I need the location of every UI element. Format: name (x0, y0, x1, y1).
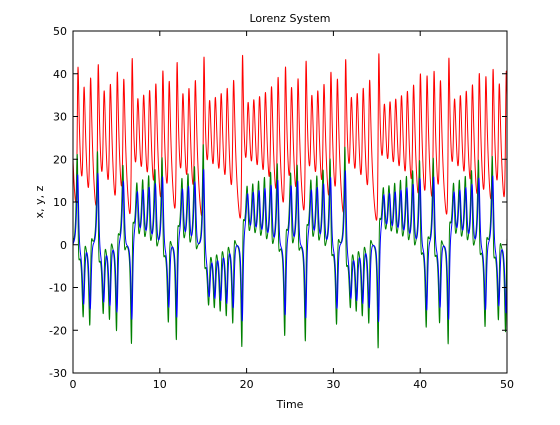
y-axis-label: x, y, z (33, 185, 46, 218)
plot-frame (72, 30, 508, 374)
y-tick-label: -30 (49, 367, 67, 380)
series-line-x (72, 169, 508, 323)
x-tick-label: 20 (240, 378, 254, 391)
series-line-z (72, 53, 508, 221)
y-tick-label: 30 (53, 111, 67, 124)
y-tick-label: 10 (53, 196, 67, 209)
y-tick-label: 0 (60, 239, 67, 252)
y-tick-label: 20 (53, 153, 67, 166)
y-tick-label: -10 (49, 282, 67, 295)
y-tick-label: 50 (53, 25, 67, 38)
x-tick-label: 10 (153, 378, 167, 391)
series-line-y (72, 144, 508, 349)
tick-layer: 0 10 20 30 40 50 -30 -20 -10 0 10 20 30 40 50 (49, 25, 514, 391)
x-tick-label: 0 (70, 378, 77, 391)
y-tick-label: 40 (53, 68, 67, 81)
x-tick-label: 50 (500, 378, 514, 391)
x-tick-label: 30 (326, 378, 340, 391)
x-axis-label: Time (276, 398, 304, 411)
y-tick-label: -20 (49, 324, 67, 337)
x-tick-label: 40 (413, 378, 427, 391)
series-layer (72, 53, 508, 349)
chart-title: Lorenz System (250, 12, 331, 25)
